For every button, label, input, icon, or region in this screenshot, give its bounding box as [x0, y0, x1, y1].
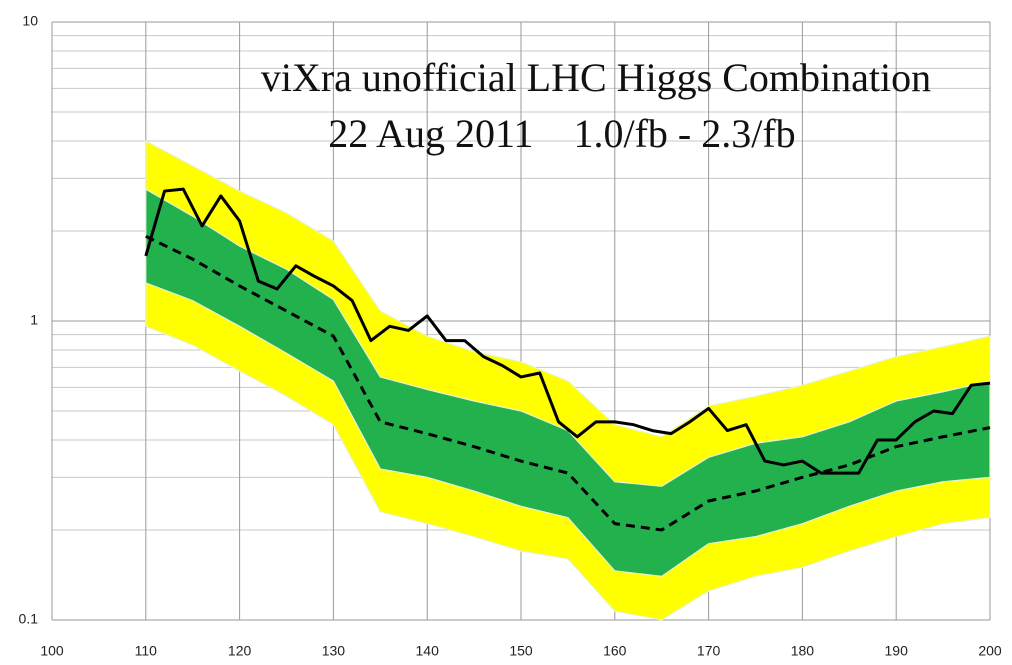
observed-line: [144, 187, 991, 475]
x-tick-label: 180: [791, 643, 815, 659]
confidence-band: [145, 188, 991, 577]
chart-title: viXra unofficial LHC Higgs Combination: [261, 55, 931, 100]
y-tick-label: 10: [22, 13, 38, 29]
y-tick-label: 1: [30, 312, 38, 328]
grid: [51, 21, 991, 621]
x-tick-label: 160: [603, 643, 627, 659]
x-tick-label: 200: [978, 643, 1002, 659]
x-tick-label: 130: [322, 643, 346, 659]
x-tick-label: 110: [135, 643, 158, 659]
confidence-band: [145, 139, 991, 621]
x-tick-label: 170: [697, 643, 721, 659]
x-tick-label: 120: [228, 643, 252, 659]
plot-area: [144, 139, 991, 621]
x-tick-label: 190: [885, 643, 909, 659]
x-tick-label: 150: [509, 643, 533, 659]
y-tick-label: 0.1: [19, 611, 39, 627]
chart-subtitle: 22 Aug 2011 1.0/fb - 2.3/fb: [328, 111, 795, 156]
x-tick-label: 100: [40, 643, 64, 659]
x-tick-label: 140: [416, 643, 440, 659]
